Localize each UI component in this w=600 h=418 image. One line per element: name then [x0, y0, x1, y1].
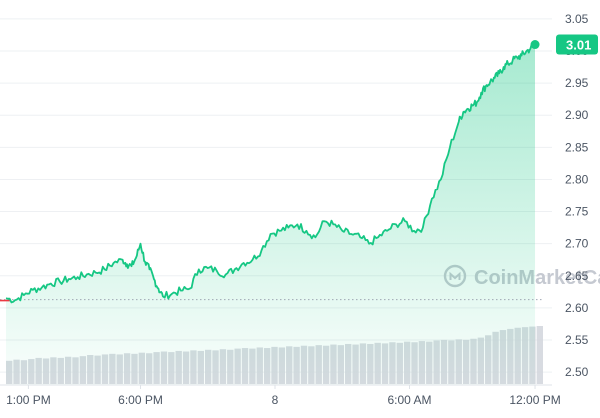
y-tick-label: 2.60 [565, 301, 589, 315]
x-axis: 1:00 PM 6:00 PM 8 6:00 AM 12:00 PM [6, 385, 561, 407]
y-tick-label: 2.75 [565, 205, 589, 219]
y-axis: 3.053.002.952.902.852.802.752.702.652.60… [565, 12, 589, 379]
price-area-fill [6, 44, 536, 385]
x-tick-label: 8 [272, 393, 279, 407]
y-tick-label: 2.65 [565, 269, 589, 283]
y-tick-label: 2.70 [565, 237, 589, 251]
price-line [0, 43, 536, 304]
current-price-label: 3.01 [566, 38, 591, 53]
price-line-path [5, 43, 536, 304]
x-tick-label: 12:00 PM [509, 393, 560, 407]
x-tick-label: 1:00 PM [6, 393, 51, 407]
y-tick-label: 2.95 [565, 76, 589, 90]
volume-bar [536, 326, 543, 384]
y-tick-label: 2.55 [565, 333, 589, 347]
y-tick-label: 2.80 [565, 172, 589, 186]
y-tick-label: 2.85 [565, 140, 589, 154]
y-tick-label: 2.90 [565, 108, 589, 122]
current-price-marker: 3.01 [530, 34, 598, 55]
current-price-badge [556, 34, 598, 55]
x-tick-label: 6:00 AM [387, 393, 431, 407]
y-tick-label: 2.50 [565, 365, 589, 379]
y-tick-label: 3.05 [565, 12, 589, 26]
x-tick-label: 6:00 PM [118, 393, 163, 407]
price-area [6, 44, 536, 385]
current-price-dot [530, 40, 540, 50]
